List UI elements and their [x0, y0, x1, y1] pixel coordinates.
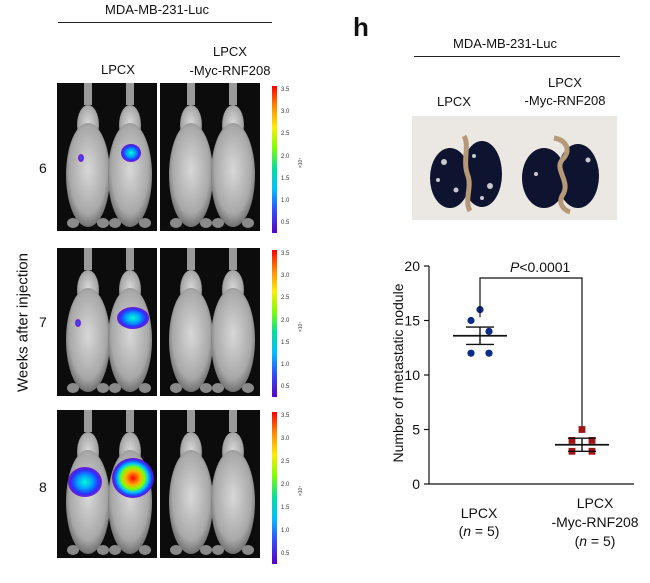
- image-week6-rnf208: [160, 83, 260, 231]
- data-point: [467, 316, 475, 325]
- colorbar-tick-label: 0.5: [281, 384, 290, 390]
- panel-g-header: MDA-MB-231-Luc: [105, 2, 210, 17]
- signal-week7-left: [75, 319, 81, 327]
- x-category-label-lpcx: LPCX (n = 5): [440, 504, 518, 540]
- image-week6-lpcx: [57, 83, 157, 231]
- panel-h-letter: h: [353, 12, 369, 42]
- signal-week6-right: [121, 144, 141, 162]
- colorbar-tick-label: 3.5: [281, 413, 290, 419]
- week-label-8: 8: [39, 479, 47, 495]
- colorbar-tick-label: 3.0: [281, 273, 290, 280]
- data-point: [467, 349, 475, 357]
- colorbar-tick-label: 2.5: [281, 459, 290, 465]
- panel-h-col-label-rnf208-line2: -Myc-RNF208: [524, 93, 606, 108]
- colorbar-tick-label: 1.5: [281, 175, 290, 182]
- colorbar-tick-label: 3.0: [281, 436, 290, 442]
- panel-g-row-axis-label: Weeks after injection: [14, 253, 32, 392]
- colorbar-week6: [272, 86, 277, 233]
- data-point: [568, 437, 576, 444]
- image-week7-lpcx: [57, 248, 157, 396]
- colorbar-tick-label: 2.0: [281, 482, 290, 488]
- lung-photograph: [412, 116, 617, 220]
- lung-lpcx: [430, 134, 502, 213]
- colorbar-week7: [272, 250, 277, 397]
- x-category-lpcx-line1: LPCX: [460, 505, 498, 521]
- signal-week7-right: [117, 307, 149, 329]
- panel-h-header: MDA-MB-231-Luc: [453, 36, 558, 51]
- nodule-scatter-chart: 0 5 10 15 20: [404, 258, 634, 492]
- p-value-symbol: P: [510, 259, 520, 275]
- colorbar-tick-label: 3.0: [281, 109, 290, 116]
- panel-h-col-label-rnf208-line1: LPCX: [548, 75, 582, 90]
- image-week7-rnf208: [160, 248, 260, 396]
- colorbar-tick-label: 2.0: [281, 317, 290, 324]
- chart-p-value-annotation: P<0.0001: [510, 259, 570, 275]
- bioluminescence-image-grid: [57, 83, 260, 558]
- panel-g-col-label-rnf208-line1: LPCX: [213, 44, 247, 59]
- colorbar-tick-label: 3.5: [281, 251, 290, 257]
- colorbar-tick-label: 0.5: [281, 220, 290, 226]
- image-week8-rnf208: [160, 410, 260, 558]
- data-point: [578, 426, 586, 433]
- colorbar-tick-label: 1.5: [281, 505, 290, 511]
- colorbar-tick-label: 1.0: [281, 197, 290, 204]
- colorbar-unit-label: ×10⁷: [298, 485, 305, 497]
- y-tick-label: 10: [404, 367, 420, 383]
- panel-g-header-rule: [58, 22, 272, 23]
- y-tick-label: 0: [412, 476, 420, 492]
- colorbar-tick-label: 1.0: [281, 361, 290, 368]
- colorbar-tick-label: 2.0: [281, 153, 290, 160]
- chart-y-axis-label: Number of metastatic nodule: [390, 283, 406, 463]
- panel-h-col-label-rnf208: LPCX -Myc-RNF208: [505, 74, 625, 110]
- colorbar-week8: [272, 412, 277, 564]
- panel-g-col-label-lpcx: LPCX: [101, 62, 135, 77]
- image-week8-lpcx: [57, 410, 157, 558]
- data-point: [485, 327, 493, 335]
- lung-rnf208: [522, 135, 599, 215]
- panel-g-col-label-rnf208: LPCX -Myc-RNF208: [170, 42, 290, 80]
- week-label-6: 6: [39, 160, 47, 176]
- signal-week6-left: [78, 154, 84, 162]
- x-category-rnf208-line1: LPCX: [576, 495, 614, 511]
- panel-h-col-label-lpcx: LPCX: [437, 94, 471, 109]
- y-tick-label: 5: [412, 422, 420, 438]
- colorbar-unit-label: ×10⁷: [298, 157, 305, 168]
- x-category-lpcx-line2: (n = 5): [458, 523, 500, 539]
- colorbar-tick-label: 1.0: [281, 528, 290, 534]
- x-category-label-rnf208: LPCX -Myc-RNF208 (n = 5): [545, 494, 645, 551]
- x-category-rnf208-line2: -Myc-RNF208: [551, 514, 639, 530]
- signal-week8-right: [112, 458, 154, 498]
- colorbar-tick-label: 0.5: [281, 551, 290, 557]
- significance-bracket: [479, 277, 583, 427]
- p-value-text: <0.0001: [519, 259, 571, 275]
- x-category-rnf208-line3: (n = 5): [574, 533, 616, 549]
- colorbar-unit-label: ×10⁷: [298, 321, 305, 332]
- colorbar-tick-label: 3.5: [281, 87, 290, 93]
- week-label-7: 7: [39, 314, 47, 330]
- colorbar-tick-label: 2.5: [281, 295, 290, 302]
- signal-week8-left: [68, 467, 102, 497]
- panel-g-col-label-rnf208-line2: -Myc-RNF208: [189, 63, 271, 78]
- y-tick-label: 20: [404, 258, 420, 274]
- y-tick-label: 15: [404, 313, 420, 329]
- data-point: [485, 349, 493, 357]
- colorbar-tick-label: 2.5: [281, 131, 290, 138]
- panel-h-header-rule: [414, 56, 620, 57]
- colorbar-tick-label: 1.5: [281, 339, 290, 346]
- data-point: [588, 437, 596, 444]
